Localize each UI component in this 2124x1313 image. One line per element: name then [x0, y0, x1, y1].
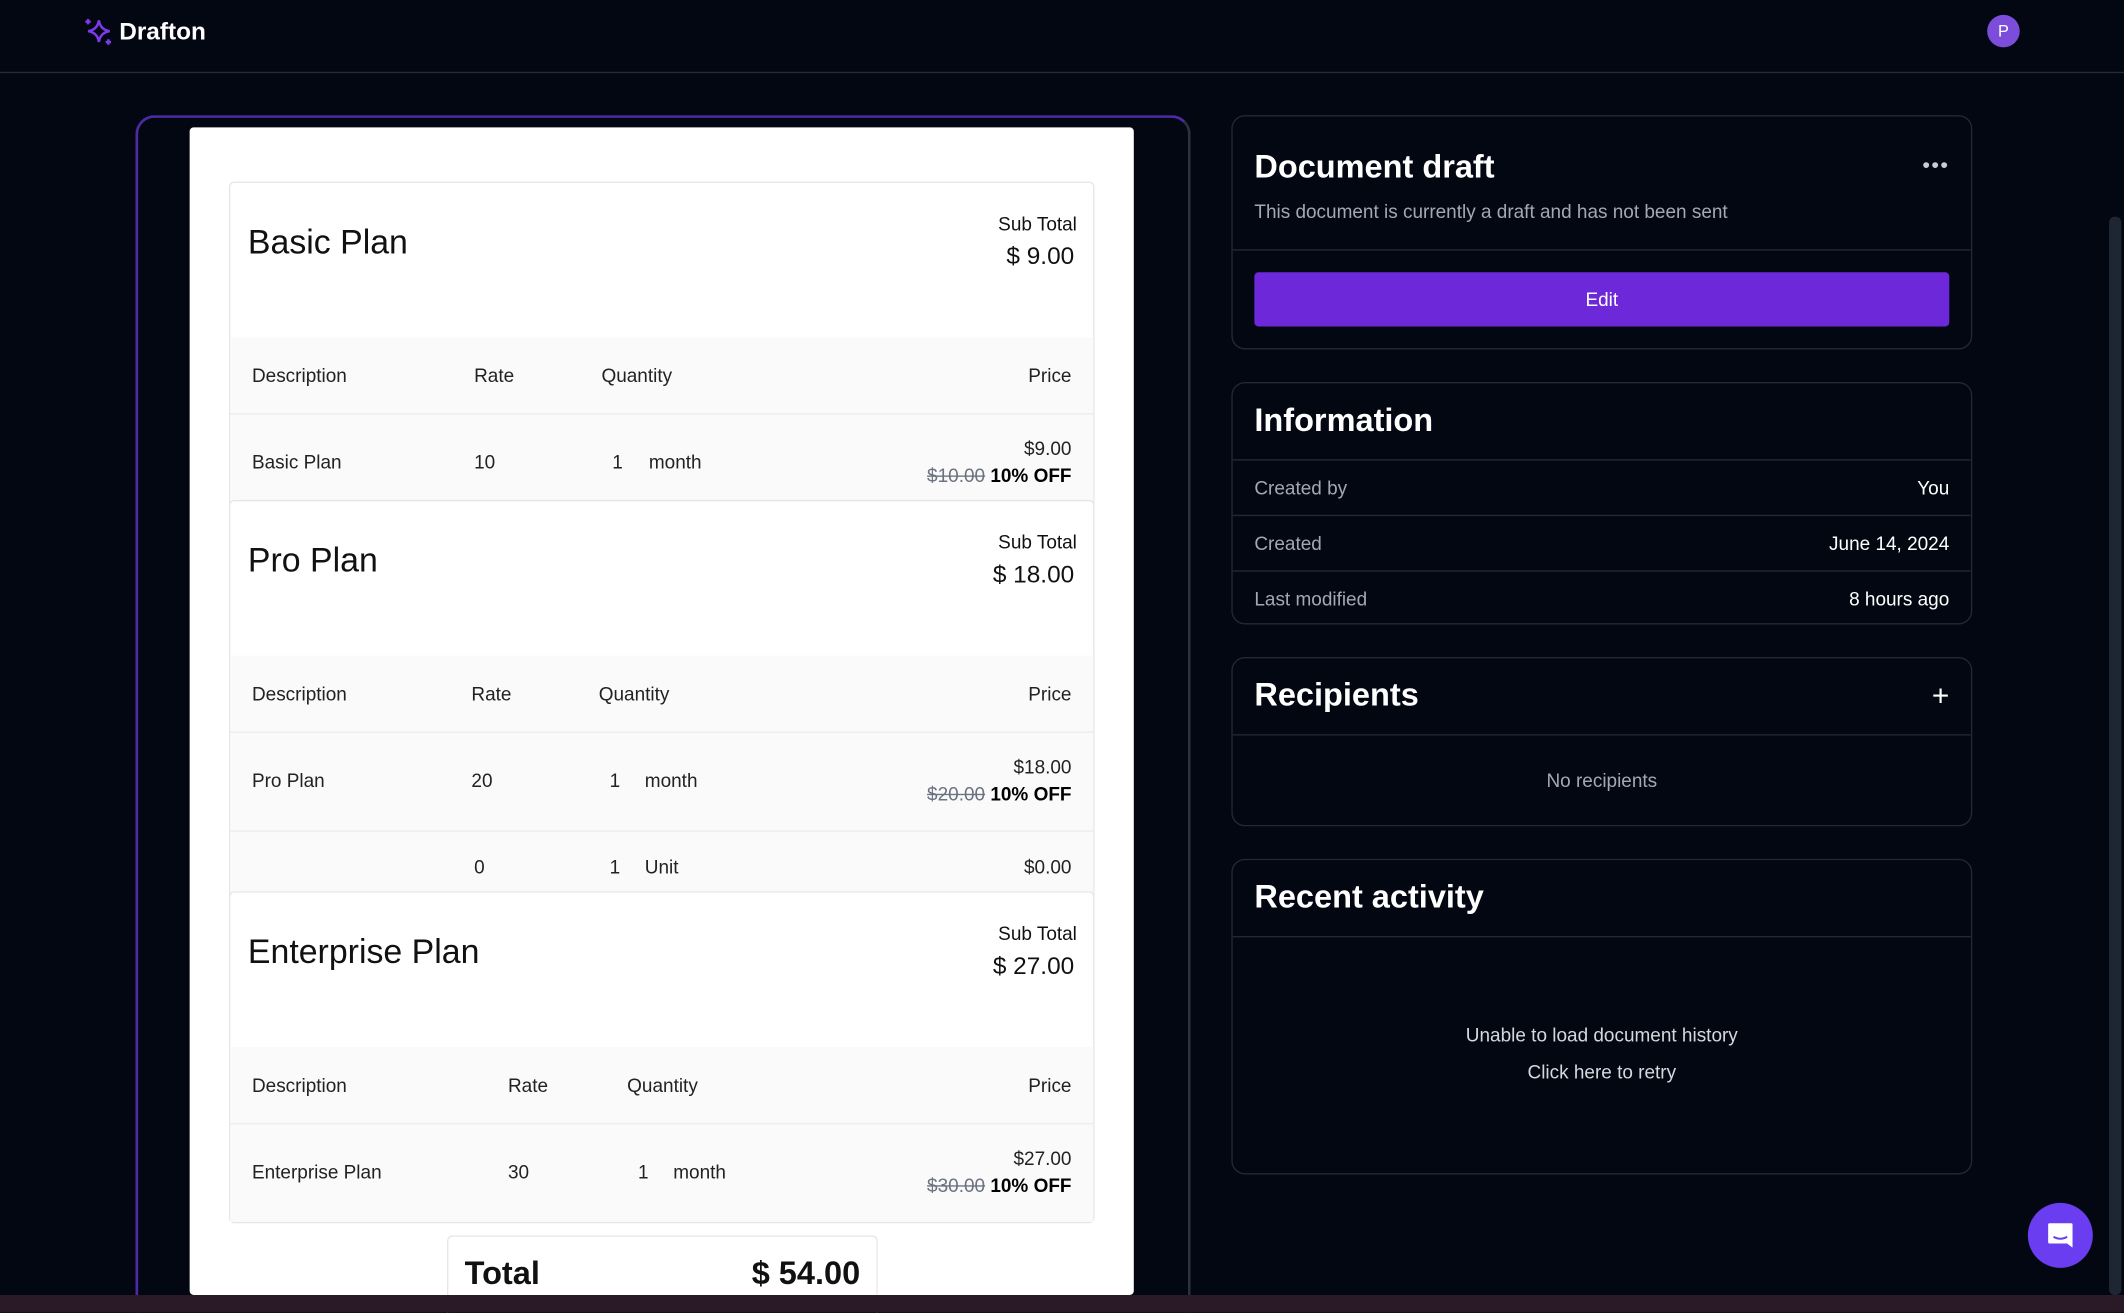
information-title: Information — [1254, 402, 1434, 439]
draft-title: Document draft — [1254, 149, 1495, 186]
sparkle-icon — [85, 18, 112, 45]
info-label: Created by — [1254, 476, 1348, 499]
info-label: Created — [1254, 532, 1322, 555]
info-value: You — [1917, 476, 1950, 499]
table-row: Basic Plan 10 1 month $9.00 $10.00 10% O… — [230, 413, 1094, 513]
logo[interactable]: Drafton — [84, 16, 206, 46]
col-rate: Rate — [474, 364, 515, 387]
col-description: Description — [251, 1074, 347, 1096]
info-row: Last modified 8 hours ago — [1232, 570, 1971, 626]
item-rate: 30 — [507, 1160, 530, 1183]
subtotal-value: $ 9.00 — [1006, 242, 1075, 270]
item-qty: 1 — [638, 1160, 649, 1183]
col-description: Description — [251, 364, 347, 387]
item-rate: 20 — [471, 769, 493, 792]
info-row: Created June 14, 2024 — [1232, 514, 1971, 571]
plan-title: Pro Plan — [247, 541, 378, 580]
original-price: $10.00 — [927, 464, 986, 487]
item-qty: 1 — [612, 451, 623, 473]
draft-card: Document draft This document is currentl… — [1231, 115, 1973, 350]
subtotal-value: $ 27.00 — [992, 952, 1075, 980]
col-rate: Rate — [507, 1074, 549, 1096]
draft-subtitle: This document is currently a draft and h… — [1254, 200, 1728, 223]
total-label: Total — [464, 1255, 540, 1293]
item-discount: $30.00 10% OFF — [927, 1174, 1071, 1196]
chat-icon — [2048, 1223, 2073, 1248]
item-rate: 10 — [474, 451, 496, 473]
table-header: Description Rate Quantity Price — [230, 337, 1094, 414]
info-value: 8 hours ago — [1849, 587, 1950, 610]
plan-title: Basic Plan — [247, 223, 408, 262]
top-bar — [0, 0, 2124, 74]
recipients-card: Recipients + No recipients — [1231, 656, 1973, 827]
document-frame — [135, 115, 1191, 1313]
subtotal-label: Sub Total — [998, 922, 1077, 945]
table-header: Description Rate Quantity Price — [230, 655, 1094, 732]
discount-badge: 10% OFF — [990, 782, 1072, 805]
item-unit: month — [644, 769, 698, 792]
add-recipient-icon[interactable]: + — [1931, 678, 1950, 713]
item-rate: 0 — [474, 856, 485, 878]
discount-badge: 10% OFF — [990, 464, 1072, 487]
item-unit: month — [648, 451, 702, 473]
col-price: Price — [1028, 364, 1072, 387]
plan-section: Pro Plan Sub Total $ 18.00 Description R… — [228, 499, 1095, 904]
total-value: $ 54.00 — [751, 1255, 861, 1293]
retry-link[interactable]: Click here to retry — [1527, 1060, 1677, 1083]
plan-section: Enterprise Plan Sub Total $ 27.00 Descri… — [228, 891, 1095, 1224]
item-description: Pro Plan — [251, 769, 325, 792]
col-price: Price — [1028, 1074, 1072, 1096]
table-header: Description Rate Quantity Price — [230, 1047, 1094, 1123]
document-paper: Basic Plan Sub Total $ 9.00 Description … — [189, 127, 1134, 1313]
table-row: Enterprise Plan 30 1 month $27.00 $30.00… — [230, 1122, 1094, 1222]
item-qty: 1 — [609, 769, 621, 792]
bottom-strip — [0, 1294, 2124, 1313]
activity-error: Unable to load document history — [1465, 1024, 1738, 1046]
subtotal-value: $ 18.00 — [992, 560, 1075, 588]
edit-button[interactable]: Edit — [1254, 272, 1950, 327]
activity-title: Recent activity — [1254, 879, 1484, 916]
item-description: Enterprise Plan — [251, 1160, 382, 1183]
info-value: June 14, 2024 — [1829, 532, 1950, 555]
item-unit: month — [673, 1160, 726, 1183]
subtotal-label: Sub Total — [998, 212, 1077, 235]
info-row: Created by You — [1232, 459, 1971, 515]
col-quantity: Quantity — [598, 682, 670, 705]
no-recipients-text: No recipients — [1546, 769, 1658, 792]
subtotal-label: Sub Total — [998, 531, 1077, 553]
item-description: Basic Plan — [251, 451, 342, 473]
scrollbar[interactable] — [2109, 216, 2122, 1295]
original-price: $20.00 — [927, 782, 986, 805]
item-qty: 1 — [609, 856, 621, 878]
plan-section: Basic Plan Sub Total $ 9.00 Description … — [228, 181, 1095, 514]
chat-button[interactable] — [2027, 1202, 2093, 1268]
item-unit: Unit — [644, 856, 679, 878]
item-price: $9.00 — [1024, 437, 1072, 460]
col-price: Price — [1028, 682, 1072, 705]
activity-card: Recent activity Unable to load document … — [1231, 858, 1973, 1175]
item-price: $18.00 — [1013, 755, 1072, 778]
col-rate: Rate — [471, 682, 512, 705]
item-price: $27.00 — [1013, 1147, 1072, 1170]
recipients-title: Recipients — [1254, 677, 1419, 714]
table-row: 0 1 Unit $0.00 — [230, 830, 1094, 903]
total-box: Total $ 54.00 — [447, 1235, 878, 1313]
item-price: $0.00 — [1024, 856, 1072, 878]
original-price: $30.00 — [927, 1174, 986, 1197]
item-discount: $10.00 10% OFF — [927, 465, 1071, 487]
app-name: Drafton — [119, 16, 206, 45]
plan-title: Enterprise Plan — [247, 933, 480, 972]
table-row: Pro Plan 20 1 month $18.00 $20.00 10% OF… — [230, 731, 1094, 831]
item-discount: $20.00 10% OFF — [927, 783, 1071, 805]
col-quantity: Quantity — [627, 1074, 698, 1096]
col-description: Description — [251, 682, 347, 705]
information-card: Information Created by You Created June 14… — [1231, 381, 1973, 626]
col-quantity: Quantity — [601, 364, 673, 387]
more-options-icon[interactable]: ••• — [1922, 154, 1950, 178]
avatar[interactable]: P — [1987, 14, 2020, 48]
discount-badge: 10% OFF — [990, 1174, 1072, 1197]
info-label: Last modified — [1254, 587, 1368, 610]
